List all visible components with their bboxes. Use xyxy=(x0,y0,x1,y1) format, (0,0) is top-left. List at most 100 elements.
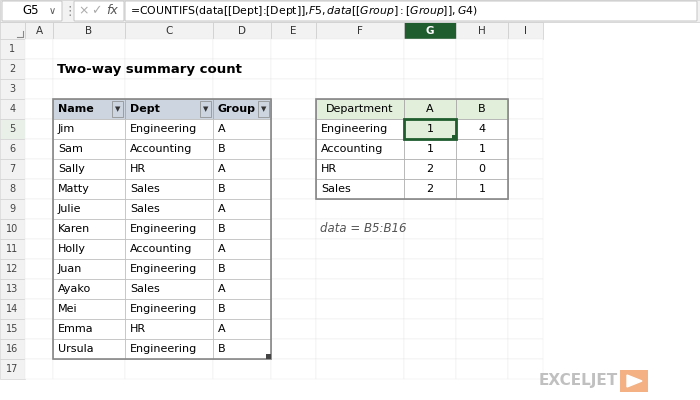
Text: 7: 7 xyxy=(9,164,15,174)
Bar xyxy=(25,199,53,219)
Bar xyxy=(125,159,213,179)
Bar xyxy=(404,59,456,79)
Bar xyxy=(0,179,25,199)
Bar xyxy=(316,119,404,139)
Bar xyxy=(456,279,508,299)
Bar xyxy=(53,119,125,139)
Bar xyxy=(404,319,456,339)
Text: Engineering: Engineering xyxy=(130,304,197,314)
Bar xyxy=(213,319,271,339)
FancyBboxPatch shape xyxy=(125,1,697,21)
Text: I: I xyxy=(524,26,527,36)
Bar xyxy=(213,159,271,179)
Bar xyxy=(404,139,456,159)
Text: 1: 1 xyxy=(479,184,486,194)
Bar xyxy=(53,339,125,359)
Bar xyxy=(213,139,271,159)
Bar xyxy=(213,199,271,219)
Text: Engineering: Engineering xyxy=(130,124,197,134)
Bar xyxy=(0,259,25,279)
Text: B: B xyxy=(218,264,225,274)
Text: H: H xyxy=(478,26,486,36)
Bar xyxy=(508,299,543,319)
Bar xyxy=(53,359,125,379)
Bar xyxy=(271,239,316,259)
Bar xyxy=(271,199,316,219)
Bar xyxy=(125,159,213,179)
Bar xyxy=(508,99,543,119)
FancyBboxPatch shape xyxy=(74,1,124,21)
Text: 0: 0 xyxy=(479,164,486,174)
Bar xyxy=(271,159,316,179)
Text: G: G xyxy=(426,26,434,36)
Bar xyxy=(25,259,53,279)
Bar xyxy=(53,299,125,319)
Bar xyxy=(456,239,508,259)
Text: B: B xyxy=(218,344,225,354)
Bar xyxy=(213,259,271,279)
Bar xyxy=(316,159,404,179)
Bar xyxy=(125,179,213,199)
Bar xyxy=(53,319,125,339)
Bar xyxy=(53,159,125,179)
Text: 16: 16 xyxy=(6,344,19,354)
Bar xyxy=(0,299,25,319)
Text: Sales: Sales xyxy=(130,284,160,294)
Text: Accounting: Accounting xyxy=(130,144,192,154)
Bar xyxy=(25,119,53,139)
Bar xyxy=(25,279,53,299)
Bar xyxy=(53,22,125,39)
Bar xyxy=(404,239,456,259)
Bar xyxy=(456,99,508,119)
Bar xyxy=(271,119,316,139)
Bar xyxy=(213,239,271,259)
Text: 1: 1 xyxy=(479,144,486,154)
Bar xyxy=(125,259,213,279)
Text: G5: G5 xyxy=(22,4,38,18)
Bar xyxy=(456,179,508,199)
Text: 2: 2 xyxy=(9,64,15,74)
Text: fx: fx xyxy=(106,4,118,18)
Text: Holly: Holly xyxy=(58,244,86,254)
Bar xyxy=(316,139,404,159)
Bar xyxy=(508,79,543,99)
Text: ▼: ▼ xyxy=(261,106,266,112)
Bar xyxy=(316,159,404,179)
Bar xyxy=(53,239,125,259)
Bar xyxy=(404,179,456,199)
Bar xyxy=(53,99,125,119)
Text: Accounting: Accounting xyxy=(130,244,192,254)
Text: Sales: Sales xyxy=(130,184,160,194)
Text: 12: 12 xyxy=(6,264,19,274)
Bar xyxy=(316,199,404,219)
Bar xyxy=(0,139,25,159)
Bar xyxy=(53,299,125,319)
Text: Emma: Emma xyxy=(58,324,94,334)
Bar xyxy=(53,259,125,279)
Text: Sales: Sales xyxy=(321,184,351,194)
Bar xyxy=(316,79,404,99)
Bar xyxy=(125,319,213,339)
Bar xyxy=(316,99,404,119)
Bar xyxy=(53,239,125,259)
Text: B: B xyxy=(478,104,486,114)
Text: Juan: Juan xyxy=(58,264,83,274)
Bar xyxy=(53,159,125,179)
Bar xyxy=(316,339,404,359)
Bar xyxy=(213,119,271,139)
Bar xyxy=(213,359,271,379)
Bar xyxy=(456,259,508,279)
Bar xyxy=(456,39,508,59)
Bar xyxy=(213,319,271,339)
Bar xyxy=(53,39,125,59)
Bar xyxy=(0,239,25,259)
Bar xyxy=(456,339,508,359)
Bar xyxy=(456,79,508,99)
Bar xyxy=(53,259,125,279)
Bar xyxy=(456,159,508,179)
Text: A: A xyxy=(218,124,225,134)
Bar xyxy=(125,139,213,159)
Text: ⋮: ⋮ xyxy=(64,4,76,18)
Bar xyxy=(213,159,271,179)
Bar xyxy=(404,39,456,59)
